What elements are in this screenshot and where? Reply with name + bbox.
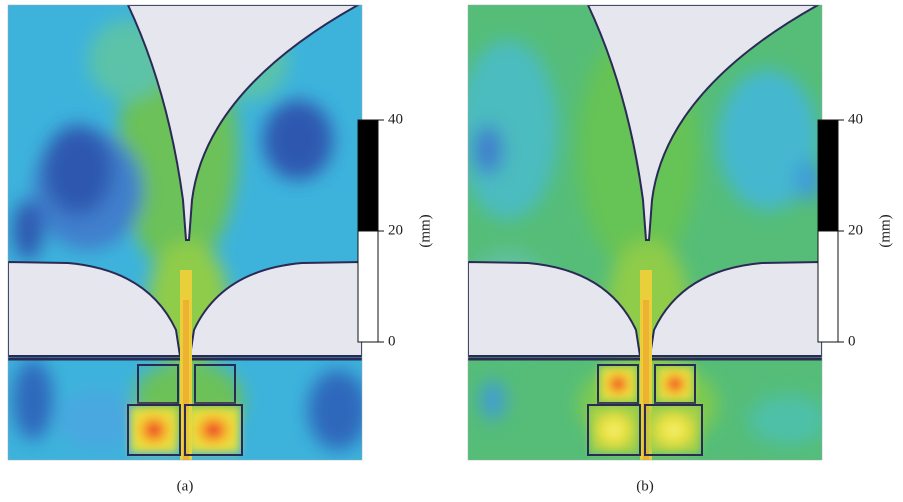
scale-tick-label: 20 — [388, 222, 403, 238]
scale-tick-label: 20 — [848, 222, 863, 238]
field-blob — [43, 125, 113, 215]
field-blob — [794, 160, 822, 200]
scale-bar-lower — [817, 230, 839, 343]
patch-outline — [127, 404, 181, 456]
feed-core — [183, 300, 189, 460]
field-blob — [718, 70, 818, 210]
patch-outline — [194, 364, 236, 404]
metal-cutout — [8, 260, 182, 357]
scale-unit: (mm) — [417, 214, 433, 247]
hot-spot — [590, 407, 638, 453]
field-plot — [468, 5, 822, 460]
scale-tick-label: 0 — [388, 333, 396, 349]
feed-core — [643, 300, 649, 460]
field-blob — [58, 390, 138, 450]
metal-cutout — [188, 260, 362, 357]
field-blob — [13, 360, 53, 440]
hot-spot — [657, 367, 693, 401]
hot-spot — [600, 367, 636, 401]
field-blob — [13, 200, 43, 260]
field-blob — [308, 370, 362, 450]
metal-cutout — [126, 5, 361, 241]
field-blob — [748, 395, 822, 445]
scale-bar-upper — [817, 119, 839, 232]
patch-outline — [644, 404, 703, 456]
hot-spot — [130, 407, 178, 453]
patch-outline — [587, 404, 641, 456]
field-plot — [8, 5, 362, 460]
scale-tick-label: 40 — [388, 111, 403, 127]
scale-bar-lower — [357, 230, 379, 343]
field-blob — [263, 100, 333, 180]
metal-cutout — [648, 260, 822, 357]
scale-tick-label: 40 — [848, 111, 863, 127]
patch-outline — [597, 364, 639, 404]
panel-label: (a) — [177, 478, 194, 494]
hot-spot — [187, 407, 240, 453]
field-blob — [468, 40, 558, 220]
patch-outline — [184, 404, 243, 456]
field-blob — [473, 125, 503, 175]
metal-cutout — [586, 5, 821, 241]
scale-unit: (mm) — [877, 214, 893, 247]
hot-spot — [647, 407, 700, 453]
metal-cutout — [468, 260, 642, 357]
panel-label: (b) — [636, 478, 654, 494]
scale-tick-label: 0 — [848, 333, 856, 349]
patch-outline — [137, 364, 179, 404]
scale-bar-upper — [357, 119, 379, 232]
field-blob — [481, 380, 505, 420]
patch-outline — [654, 364, 696, 404]
